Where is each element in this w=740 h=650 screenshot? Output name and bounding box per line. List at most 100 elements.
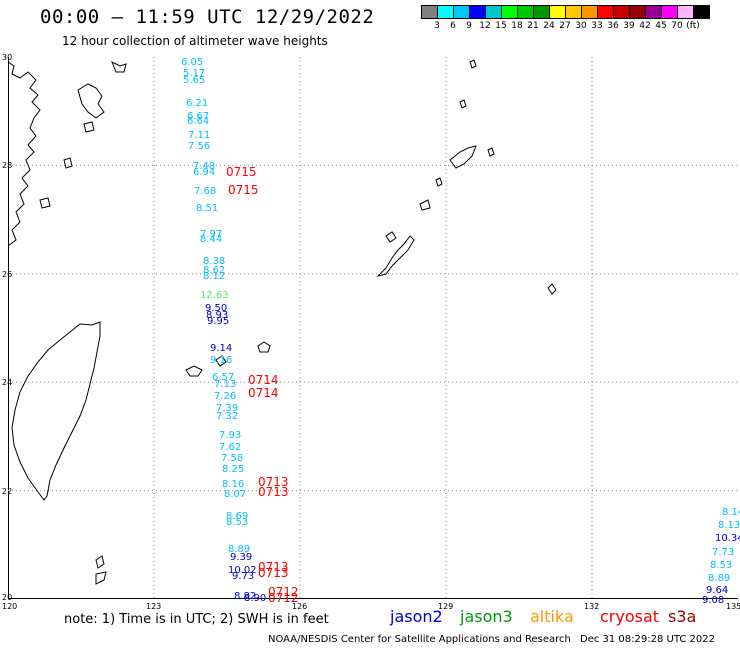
legend-jason3: jason3 — [460, 607, 513, 626]
wave-height-value: 5.17 — [183, 68, 206, 79]
latitude-label: 24 — [2, 378, 13, 388]
note-text: note: 1) Time is in UTC; 2) SWH is in fe… — [64, 612, 329, 627]
islet-b — [83, 121, 95, 133]
wave-height-value: 7.97 — [200, 229, 223, 240]
wave-height-value: 6.64 — [187, 116, 210, 127]
timestamp-text: Dec 31 08:29:28 UTC 2022 — [580, 634, 715, 645]
tokunoshima — [419, 199, 431, 211]
page-title: 00:00 – 11:59 UTC 12/29/2022 — [40, 6, 375, 28]
wave-height-value: 8.38 — [203, 256, 226, 267]
wave-height-value: 6.94 — [193, 167, 216, 178]
wave-height-value: 9.95 — [207, 316, 230, 327]
longitude-label: 126 — [292, 602, 308, 611]
longitude-label: 129 — [438, 602, 454, 611]
wave-height-value: 7.11 — [188, 130, 211, 141]
colorbar-label: 45 — [655, 21, 667, 31]
longitude-label: 120 — [2, 602, 18, 611]
wave-height-value: 7.68 — [194, 186, 217, 197]
wave-height-value: 6.57 — [212, 372, 235, 383]
latitude-label: 26 — [2, 269, 13, 279]
islet-h — [95, 571, 107, 585]
colorbar-label: (ft) — [686, 21, 700, 31]
longitude-label: 135 — [726, 602, 740, 611]
daito — [547, 283, 557, 295]
wave-height-value: 7.73 — [712, 547, 735, 558]
wave-height-value: 7.13 — [214, 379, 237, 390]
pass-time-label: 0714 — [248, 373, 279, 387]
wave-height-value: 10.02 — [228, 565, 257, 576]
longitude-label: 132 — [584, 602, 600, 611]
kikai — [487, 147, 495, 157]
colorbar-label: 27 — [559, 21, 571, 31]
wave-height-value: 8.89 — [228, 544, 251, 555]
colorbar-swatch — [693, 5, 710, 19]
wave-height-value: 7.39 — [216, 403, 239, 414]
wave-height-value: 7.48 — [193, 161, 216, 172]
islet-f — [435, 177, 443, 187]
latitude-label: 22 — [2, 486, 13, 496]
amami-oshima — [449, 145, 477, 169]
china-coast — [7, 61, 41, 247]
wave-height-value: 8.53 — [710, 560, 733, 571]
wave-height-value: 7.56 — [188, 141, 211, 152]
wave-height-value: 8.69 — [226, 511, 249, 522]
colorbar-label: 70 — [671, 21, 683, 31]
wave-height-value: 6.05 — [181, 57, 204, 68]
wave-height-value: 9.39 — [230, 552, 253, 563]
wave-height-value: 8.16 — [222, 479, 245, 490]
wave-height-value: 7.32 — [216, 411, 239, 422]
colorbar-label: 9 — [466, 21, 472, 31]
pass-time-label: 0713 — [258, 475, 289, 489]
page-subtitle: 12 hour collection of altimeter wave hei… — [62, 34, 328, 48]
pass-time-label: 0712 — [268, 585, 299, 599]
wave-height-value: 12.63 — [200, 290, 229, 301]
zhoushan-islands — [77, 83, 105, 119]
colorbar — [421, 5, 710, 19]
pass-time-label: 0715 — [228, 183, 259, 197]
credit-text: NOAA/NESDIS Center for Satellite Applica… — [268, 634, 571, 645]
wave-height-value: 6.67 — [187, 111, 210, 122]
wave-height-value: 7.62 — [219, 442, 242, 453]
pass-time-label: 0713 — [258, 560, 289, 574]
yaeyama-islands — [185, 365, 203, 377]
wave-height-value: 8.93 — [206, 310, 229, 321]
islet-g — [95, 555, 105, 569]
wave-height-value: 9.50 — [205, 303, 228, 314]
okinoerabu — [385, 231, 397, 243]
tokara-islet — [469, 59, 477, 69]
wave-height-value: 9.14 — [210, 343, 233, 354]
okinawa — [376, 235, 415, 277]
wave-height-value: 8.25 — [222, 464, 245, 475]
islet-a — [111, 60, 127, 73]
pass-time-label: 0715 — [226, 165, 257, 179]
pass-time-label: 0712 — [268, 591, 299, 605]
wave-height-value: 8.12 — [203, 271, 226, 282]
wave-height-value: 8.89 — [708, 573, 731, 584]
taiwan-coast — [11, 321, 101, 501]
wave-height-value: 8.82 — [234, 591, 257, 602]
wave-height-value: 9.73 — [232, 571, 255, 582]
islet-d — [39, 197, 51, 209]
kuchinoerabu — [459, 99, 467, 109]
wave-height-value: 8.53 — [226, 517, 249, 528]
legend-jason2: jason2 — [390, 607, 443, 626]
map-frame — [8, 57, 738, 599]
colorbar-label: 3 — [434, 21, 440, 31]
colorbar-label: 18 — [511, 21, 523, 31]
wave-height-value: 8.90 — [244, 593, 267, 604]
wave-height-value: 7.26 — [214, 391, 237, 402]
colorbar-label: 33 — [591, 21, 603, 31]
miyako-islands — [257, 341, 271, 353]
legend-altika: altika — [530, 607, 574, 626]
pass-time-label: 0713 — [258, 485, 289, 499]
wave-height-value: 8.62 — [203, 265, 226, 276]
islet-e — [215, 355, 227, 367]
wave-height-value: 7.93 — [219, 430, 242, 441]
wave-height-value: 8.14 — [722, 507, 740, 518]
colorbar-label: 39 — [623, 21, 635, 31]
wave-height-value: 8.07 — [224, 489, 247, 500]
wave-height-value: 9.16 — [210, 355, 233, 366]
wave-height-value: 7.58 — [221, 453, 244, 464]
colorbar-label: 30 — [575, 21, 587, 31]
longitude-label: 123 — [146, 602, 162, 611]
